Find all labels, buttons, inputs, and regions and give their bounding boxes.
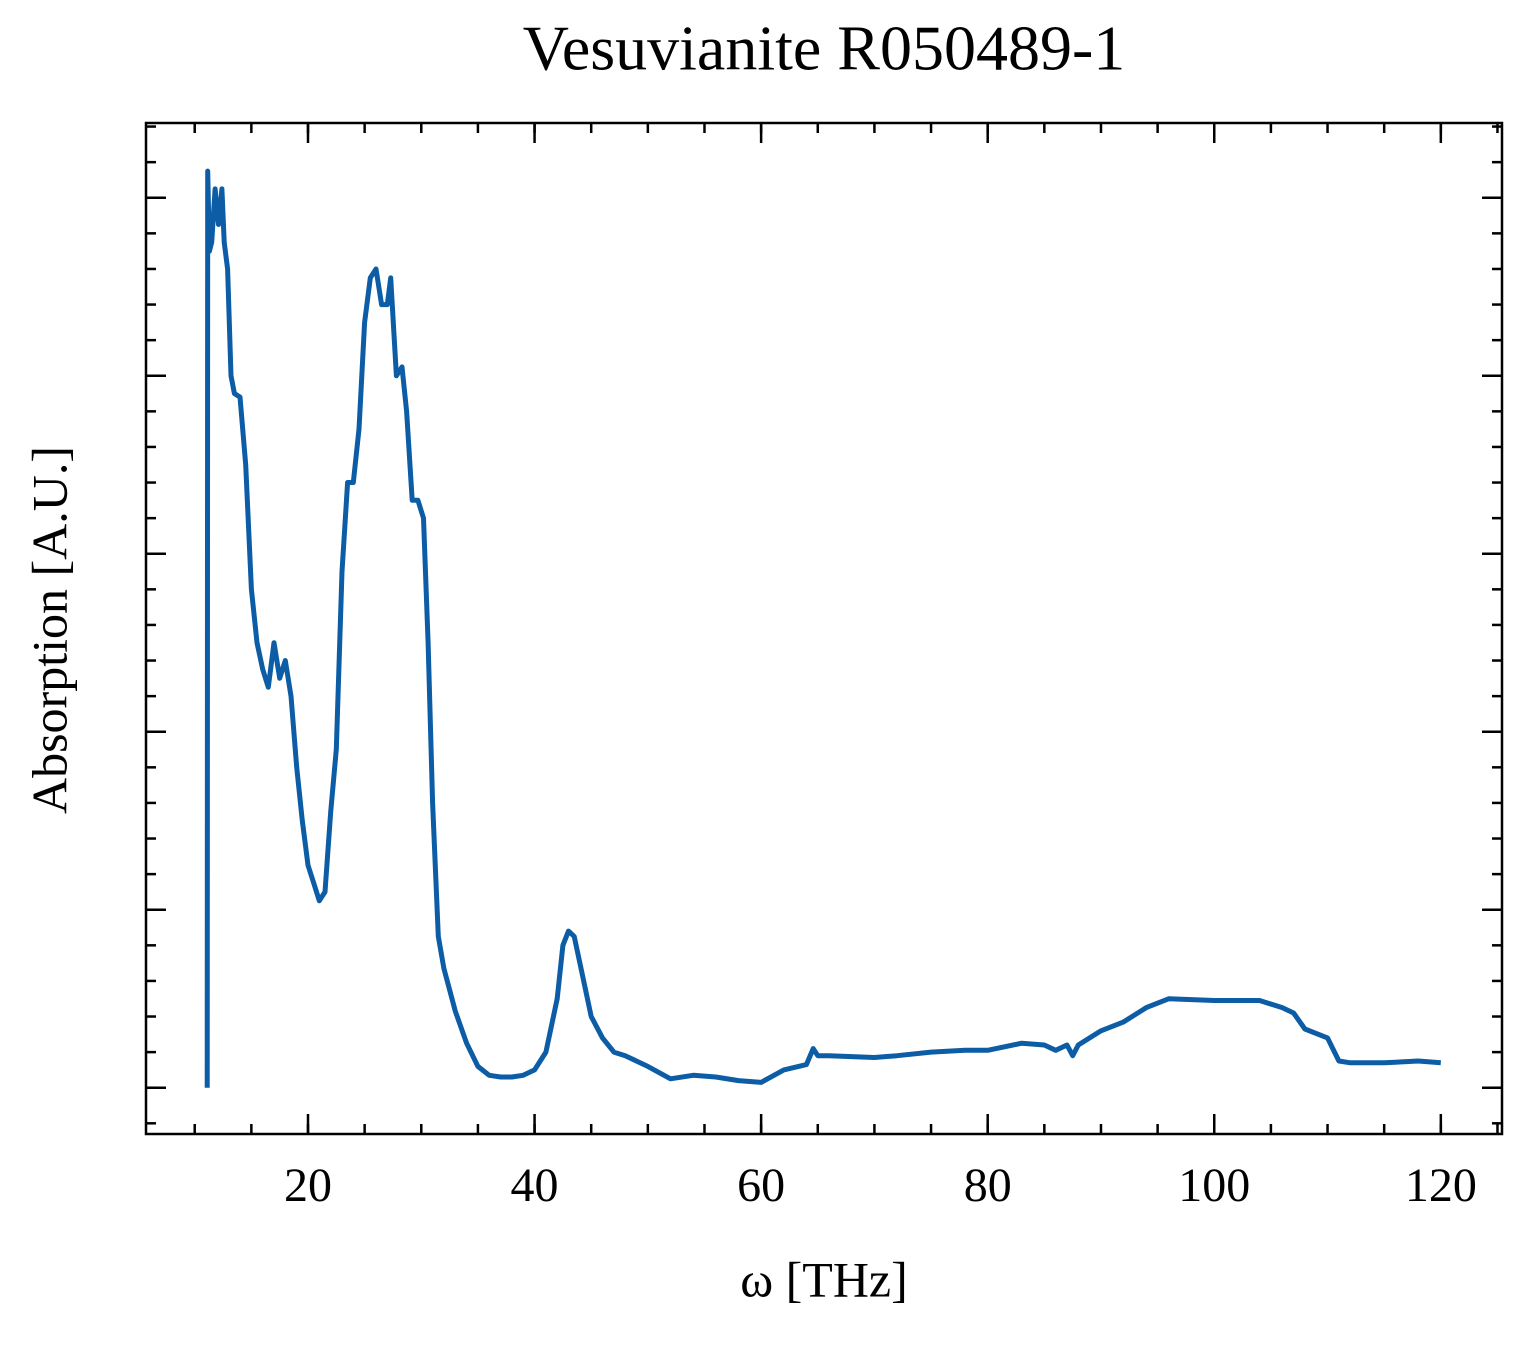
y-axis-label: Absorption [A.U.] [21,446,77,814]
x-tick-label: 60 [737,1159,785,1212]
x-tick-label: 100 [1178,1159,1250,1212]
x-tick-label: 40 [511,1159,559,1212]
x-tick-label: 80 [964,1159,1012,1212]
plot-frame [144,121,1504,1136]
x-axis-label: ω [THz] [740,1251,908,1307]
x-tick-label: 120 [1405,1159,1477,1212]
chart-title: Vesuvianite R050489-1 [523,13,1126,84]
x-tick-label: 20 [284,1159,332,1212]
data-line [204,168,1441,1088]
